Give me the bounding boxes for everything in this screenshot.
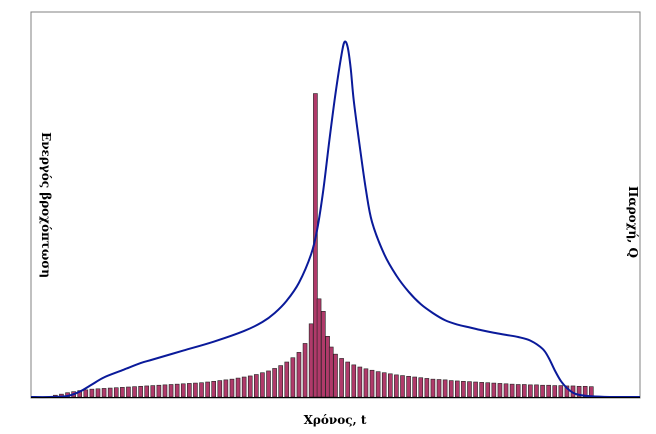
- rainfall-bar: [381, 372, 387, 398]
- rainfall-bar: [296, 352, 302, 398]
- rainfall-bar: [266, 370, 271, 398]
- rainfall-bar: [302, 343, 308, 398]
- rainfall-bar: [83, 389, 89, 398]
- rainfall-bar: [235, 377, 241, 398]
- rainfall-bar: [223, 379, 229, 398]
- rainfall-bar: [180, 383, 186, 398]
- rainfall-bar: [534, 384, 539, 398]
- rainfall-bar: [278, 365, 283, 398]
- rainfall-bar: [515, 384, 521, 398]
- rainfall-bar: [247, 375, 253, 398]
- rainfall-bar: [193, 382, 198, 398]
- rainfall-bar: [552, 385, 558, 398]
- rainfall-bar: [241, 376, 247, 398]
- rainfall-bar: [333, 353, 338, 398]
- rainfall-bar: [107, 387, 113, 398]
- rainfall-bar: [418, 377, 424, 398]
- rainfall-bar: [509, 383, 515, 398]
- rainfall-bar: [113, 387, 119, 398]
- rainfall-bar: [467, 381, 472, 398]
- rainfall-bar: [217, 380, 223, 398]
- rainfall-bar: [388, 373, 393, 398]
- rainfall-bar: [357, 366, 363, 398]
- rainfall-bar: [412, 376, 417, 398]
- rainfall-bar: [254, 374, 259, 398]
- rainfall-bar: [351, 364, 357, 398]
- rainfall-bar: [442, 379, 448, 398]
- rainfall-bar: [363, 368, 369, 398]
- y-axis-label-left: Ενεργός βροχόπτωση: [39, 132, 53, 278]
- rainfall-bar: [272, 368, 277, 398]
- plot-frame: [30, 11, 641, 399]
- rainfall-bar: [345, 361, 350, 398]
- discharge-line: [30, 40, 640, 399]
- rainfall-bar: [491, 382, 497, 398]
- rainfall-bar: [448, 380, 454, 398]
- rainfall-bar: [290, 357, 296, 398]
- rainfall-bar: [503, 383, 509, 398]
- rainfall-bar: [400, 375, 405, 398]
- rainfall-bar: [101, 388, 107, 398]
- rainfall-bars: [53, 93, 594, 398]
- rainfall-bar: [150, 385, 156, 398]
- rainfall-bar: [406, 375, 411, 398]
- rainfall-bar: [205, 381, 210, 398]
- rainfall-bar: [436, 379, 442, 398]
- rainfall-bar: [461, 380, 466, 398]
- y-axis-label-right: Παροχή, Q: [626, 186, 640, 258]
- rainfall-bar: [424, 378, 430, 398]
- rainfall-bar: [95, 388, 101, 398]
- rainfall-bar: [229, 378, 235, 398]
- rainfall-bar: [199, 382, 204, 398]
- rainfall-bar: [187, 383, 192, 398]
- rainfall-bar: [284, 361, 290, 398]
- rainfall-bar: [126, 386, 131, 398]
- rainfall-bar: [168, 384, 174, 398]
- rainfall-bar: [369, 369, 375, 398]
- rainfall-bar: [521, 384, 527, 398]
- rainfall-bar: [156, 384, 162, 398]
- rainfall-bar: [540, 384, 545, 398]
- rainfall-bar: [558, 385, 564, 398]
- rainfall-bar: [430, 378, 436, 398]
- rainfall-bar: [339, 358, 344, 398]
- rainfall-bar: [473, 381, 478, 398]
- rainfall-bar: [454, 380, 460, 398]
- rainfall-bar: [260, 372, 265, 398]
- rainfall-bar: [174, 383, 180, 398]
- rainfall-bar: [211, 380, 216, 398]
- rainfall-bar: [308, 323, 314, 398]
- rainfall-bar: [162, 384, 168, 398]
- rainfall-bar: [132, 386, 137, 398]
- rainfall-bar: [485, 382, 491, 398]
- rainfall-bar: [144, 385, 150, 398]
- rainfall-bar: [528, 384, 533, 398]
- rainfall-bar: [138, 385, 143, 398]
- rainfall-bar: [120, 387, 125, 398]
- rainfall-bar: [497, 383, 503, 398]
- rainfall-bar: [479, 382, 484, 398]
- rainfall-bar: [375, 371, 381, 398]
- rainfall-bar: [316, 298, 322, 398]
- rainfall-bar: [546, 384, 551, 398]
- x-axis-label: Χρόνος, t: [304, 413, 367, 427]
- rainfall-bar: [328, 346, 334, 398]
- rainfall-bar: [394, 374, 399, 398]
- rainfall-bar: [321, 311, 326, 398]
- rainfall-bar: [89, 388, 95, 398]
